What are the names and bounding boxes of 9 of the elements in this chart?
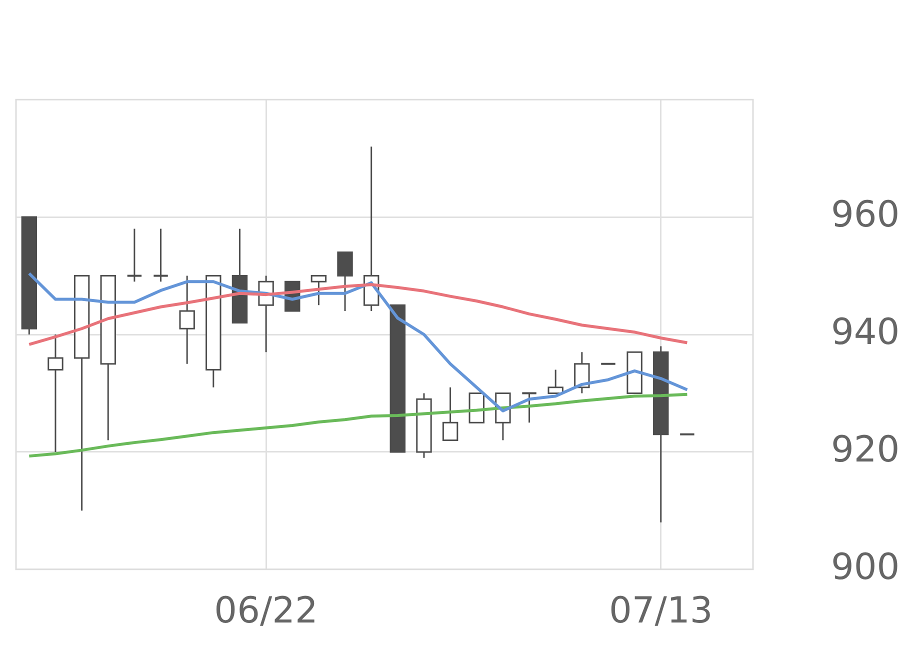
y-tick-label: 900 bbox=[831, 546, 900, 588]
candlestick bbox=[521, 392, 538, 424]
y-tick-label: 940 bbox=[831, 312, 900, 353]
candlestick bbox=[152, 228, 169, 282]
y-tick-label: 960 bbox=[831, 194, 900, 236]
candlestick bbox=[126, 228, 143, 282]
x-tick-label: 06/22 bbox=[214, 590, 318, 632]
x-tick-label: 07/13 bbox=[609, 590, 713, 632]
y-tick-label: 920 bbox=[831, 429, 900, 470]
